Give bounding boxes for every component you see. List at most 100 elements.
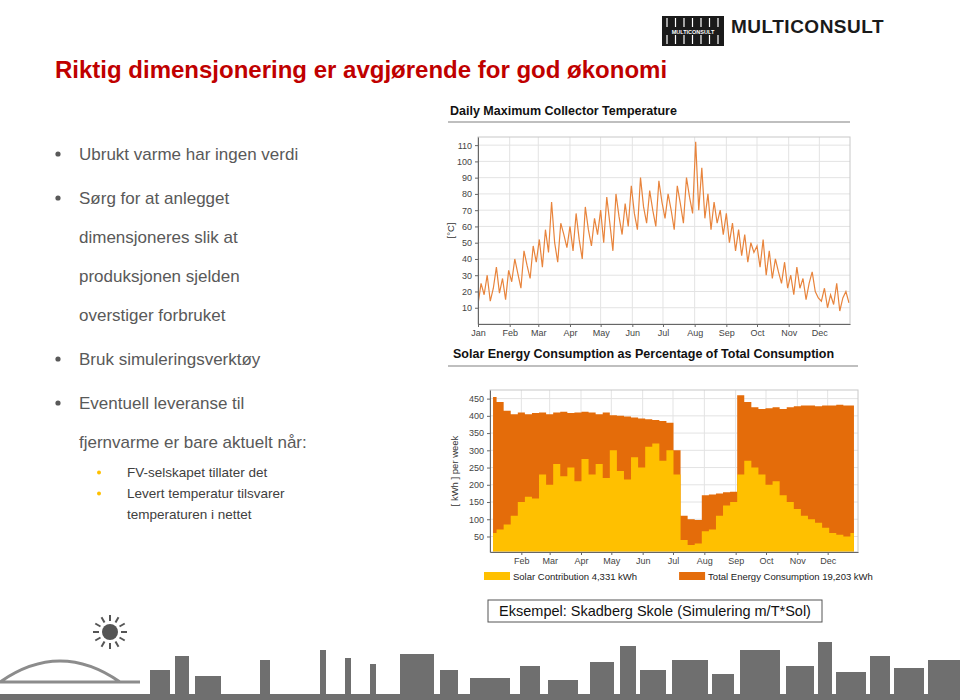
- y-tick: 90: [462, 173, 478, 183]
- caption-box: [488, 600, 822, 622]
- y-tick: 400: [469, 411, 490, 421]
- sub-bullet-marker: [97, 492, 101, 496]
- x-tick-label: Mar: [542, 556, 558, 566]
- y-tick: 60: [462, 222, 478, 232]
- y-tick: 30: [462, 271, 478, 281]
- logo-small-text: MULTICONSULT: [672, 29, 715, 35]
- y-tick-label: 60: [462, 222, 472, 232]
- x-tick-label: Jan: [471, 328, 486, 338]
- y-tick: 350: [469, 428, 490, 438]
- grid-line-y: [478, 275, 850, 276]
- chart: Solar Energy Consumption as Percentage o…: [448, 347, 873, 582]
- building: [400, 654, 434, 700]
- x-tick-mark: [550, 552, 551, 555]
- data-area: [493, 395, 854, 552]
- x-tick: Oct: [759, 552, 774, 566]
- chart-title: Daily Maximum Collector Temperature: [450, 104, 677, 118]
- bullet-marker: [55, 195, 60, 200]
- x-tick-mark: [570, 324, 571, 327]
- data-area: [493, 443, 854, 552]
- x-tick: Aug: [697, 552, 713, 566]
- sun-ray: [102, 617, 105, 622]
- bullet-text: Sørg for at anlegget: [79, 189, 230, 208]
- x-tick-mark: [643, 552, 644, 555]
- x-tick: Sep: [719, 324, 735, 338]
- y-tick: 200: [469, 480, 490, 490]
- x-tick-label: Aug: [687, 328, 703, 338]
- y-axis-line: [490, 391, 491, 553]
- bullet-marker: [55, 151, 60, 156]
- y-tick-label: 40: [462, 254, 472, 264]
- y-tick: 110: [458, 141, 478, 151]
- grid-line-x: [509, 137, 510, 324]
- grid-line-x: [600, 137, 601, 324]
- x-tick: Sep: [728, 552, 744, 566]
- x-tick-mark: [663, 324, 664, 327]
- y-tick-label: 70: [462, 206, 472, 216]
- grid-line-x: [538, 137, 539, 324]
- x-tick: Feb: [502, 324, 518, 338]
- grid-line-y: [478, 242, 850, 243]
- grid-line-y: [478, 177, 850, 178]
- x-tick: Dec: [820, 552, 837, 566]
- bullet-marker: [55, 400, 60, 405]
- y-tick-mark: [475, 210, 478, 211]
- y-tick: 450: [469, 394, 490, 404]
- y-tick-mark: [487, 502, 490, 503]
- y-tick-label: 100: [469, 515, 484, 525]
- sub-bullet-text: temperaturen i nettet: [127, 507, 252, 522]
- logo: MULTICONSULTMULTICONSULT: [662, 16, 884, 46]
- x-tick: May: [593, 324, 611, 338]
- chart: Daily Maximum Collector Temperature10203…: [445, 104, 851, 338]
- bullet-text: Ubrukt varme har ingen verdi: [79, 145, 298, 164]
- x-tick: Jul: [658, 324, 670, 338]
- footer-skyline: [0, 615, 960, 700]
- data-layer: [478, 142, 849, 311]
- sun-icon: [93, 615, 127, 649]
- y-tick-label: 400: [469, 411, 484, 421]
- data-layer: [493, 395, 854, 552]
- y-tick-mark: [487, 416, 490, 417]
- y-tick-mark: [475, 243, 478, 244]
- x-tick-mark: [789, 324, 790, 327]
- sun-ray: [109, 615, 111, 621]
- sun-ray: [120, 638, 125, 641]
- x-tick-mark: [757, 324, 758, 327]
- x-tick-mark: [704, 552, 705, 555]
- x-tick: Oct: [750, 324, 765, 338]
- y-tick-mark: [487, 519, 490, 520]
- legend: Solar Contribution 4,331 kWhTotal Energy…: [484, 571, 873, 582]
- x-tick: Jun: [626, 324, 641, 338]
- y-tick-label: 30: [462, 271, 472, 281]
- slide-title: Riktig dimensjonering er avgjørende for …: [55, 56, 667, 83]
- y-tick-mark: [475, 161, 478, 162]
- x-tick-label: May: [593, 328, 611, 338]
- y-tick-label: 10: [462, 303, 472, 313]
- x-tick-label: Jul: [668, 556, 680, 566]
- y-tick-label: 450: [469, 394, 484, 404]
- x-tick: Apr: [574, 552, 588, 566]
- y-tick-mark: [475, 275, 478, 276]
- y-tick-label: 300: [469, 446, 484, 456]
- y-tick: 300: [469, 446, 490, 456]
- plot-area: [478, 137, 850, 324]
- y-tick-label: 80: [462, 189, 472, 199]
- y-axis-title: [°C]: [445, 223, 456, 239]
- building: [818, 642, 832, 700]
- x-tick-mark: [521, 552, 522, 555]
- x-tick-mark: [538, 324, 539, 327]
- building: [320, 650, 326, 700]
- bullet-text: overstiger forbruket: [79, 306, 226, 325]
- slide: Riktig dimensjonering er avgjørende for …: [0, 0, 960, 700]
- x-tick-label: Aug: [697, 556, 713, 566]
- sun-ray: [95, 638, 100, 641]
- legend-swatch: [484, 572, 510, 580]
- sun-ray: [120, 624, 125, 627]
- grid-line-y: [478, 226, 850, 227]
- legend-label: Total Energy Consumption 19,203 kWh: [708, 571, 873, 582]
- y-axis: 102030405060708090100110: [457, 138, 479, 325]
- x-tick: Feb: [514, 552, 530, 566]
- grid-line-x: [632, 137, 633, 324]
- bridge: [0, 661, 140, 682]
- x-tick-mark: [726, 324, 727, 327]
